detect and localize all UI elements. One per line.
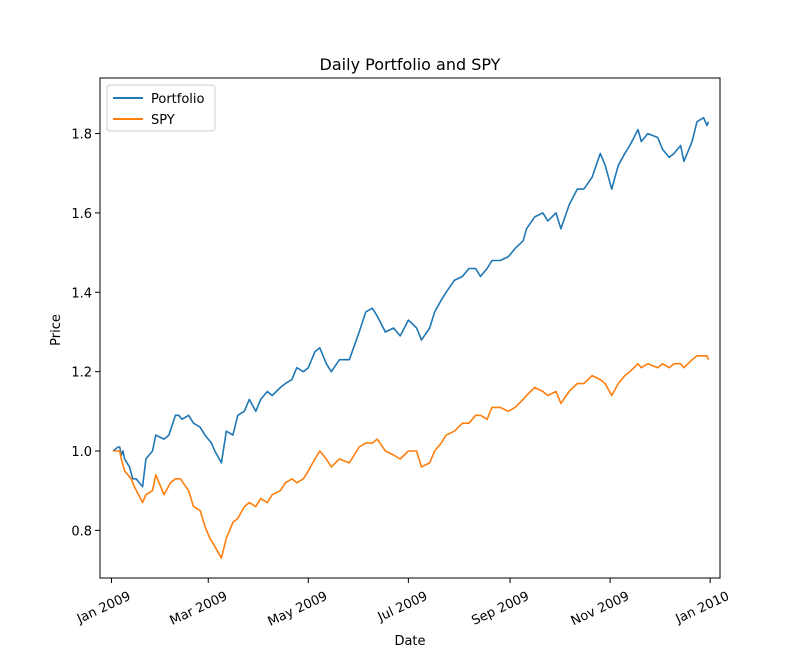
y-tick-label: 0.8 bbox=[71, 524, 92, 539]
series-line-spy bbox=[113, 355, 710, 559]
y-axis: 0.8 1.0 1.2 1.4 1.6 1.8 bbox=[71, 128, 100, 539]
y-tick-label: 1.8 bbox=[71, 128, 92, 143]
legend-label-portfolio: Portfolio bbox=[151, 92, 205, 107]
y-tick-label: 1.0 bbox=[71, 445, 92, 460]
series-line-portfolio bbox=[112, 116, 710, 488]
legend-label-spy: SPY bbox=[151, 113, 175, 128]
axes-frame bbox=[99, 77, 721, 579]
series-layer bbox=[112, 116, 710, 559]
chart-title: Daily Portfolio and SPY bbox=[320, 55, 501, 74]
legend: Portfolio SPY bbox=[106, 84, 216, 132]
y-tick-label: 1.6 bbox=[71, 207, 92, 222]
x-axis-title: Date bbox=[394, 634, 425, 649]
y-axis-title: Price bbox=[49, 314, 64, 346]
y-tick-label: 1.4 bbox=[71, 286, 92, 301]
y-tick-label: 1.2 bbox=[71, 366, 92, 381]
